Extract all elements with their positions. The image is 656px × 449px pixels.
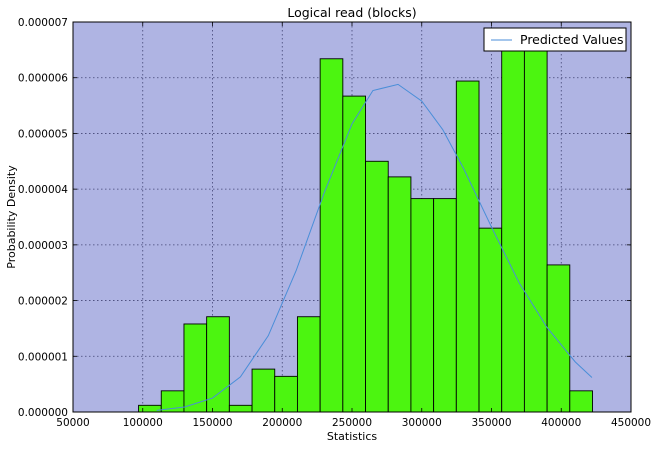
histogram-bar (365, 160, 389, 413)
legend-label-predicted-values: Predicted Values (520, 32, 624, 47)
histogram-bar (569, 390, 593, 413)
histogram-bar (546, 264, 571, 413)
x-tick-label: 150000 (192, 417, 232, 429)
histogram-bar (455, 80, 480, 413)
y-tick-label: 0.000007 (18, 17, 68, 29)
y-axis-label: Probability Density (5, 165, 18, 269)
y-tick-label: 0.000000 (18, 407, 68, 419)
x-tick-label: 100000 (123, 417, 163, 429)
histogram-bar (342, 95, 366, 413)
histogram-bar (501, 43, 525, 413)
histogram-bar (296, 316, 321, 413)
predicted-values-line (156, 83, 593, 411)
axis-ticks (72, 21, 632, 413)
chart-title: Logical read (blocks) (287, 5, 416, 20)
legend-box (483, 27, 627, 52)
histogram-bar (183, 323, 208, 413)
legend: Predicted Values (483, 27, 627, 52)
histogram-bar (387, 176, 412, 413)
x-tick-label: 350000 (471, 417, 511, 429)
histogram-bar (433, 198, 457, 413)
histogram-bar (138, 404, 162, 413)
x-axis-label: Statistics (327, 430, 378, 443)
y-tick-label: 0.000003 (18, 240, 68, 252)
y-tick-label: 0.000005 (18, 128, 68, 140)
histogram-bar (523, 43, 548, 413)
y-tick-labels: 0.000000 0.000001 0.000002 0.000003 0.000004… (18, 17, 68, 419)
y-tick-label: 0.000004 (18, 184, 68, 196)
x-tick-label: 300000 (402, 417, 442, 429)
histogram-bar (228, 404, 253, 413)
histogram-bar (319, 58, 344, 413)
histogram-bar (274, 375, 298, 413)
x-tick-label: 200000 (262, 417, 302, 429)
y-tick-label: 0.000006 (18, 73, 68, 85)
histogram-bar (478, 227, 503, 413)
x-tick-label: 50000 (56, 417, 89, 429)
x-tick-labels: 50000 100000 150000 200000 250000 300000 35000… (56, 417, 651, 429)
x-tick-label: 250000 (332, 417, 372, 429)
histogram-bar (206, 316, 230, 413)
x-tick-label: 400000 (541, 417, 581, 429)
y-tick-label: 0.000001 (18, 351, 68, 363)
histogram-bar (410, 198, 435, 413)
x-tick-label: 450000 (611, 417, 651, 429)
histogram-bar (251, 368, 276, 413)
y-tick-label: 0.000002 (18, 296, 68, 308)
